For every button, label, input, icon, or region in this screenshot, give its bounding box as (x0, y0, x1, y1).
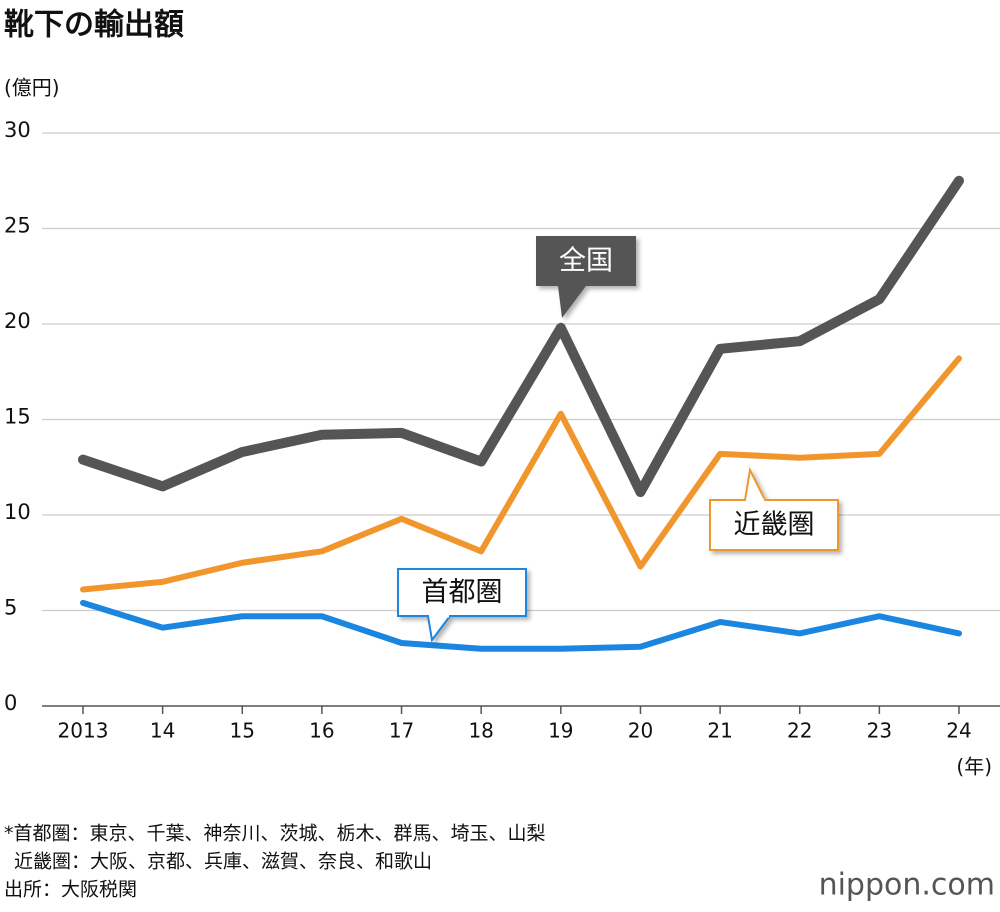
x-tick-label: 22 (787, 719, 812, 743)
callout-box (397, 568, 527, 617)
series-line (80, 355, 962, 593)
source: 出所：大阪税関 (4, 879, 137, 901)
y-tick-label: 20 (4, 309, 31, 333)
callout-pointer (743, 466, 767, 501)
x-tick-label: 24 (946, 719, 971, 743)
plot-area: 0 5 10 15 20 25 30 2013 14 15 16 17 18 19 20 21 22 23 24 全国… (4, 118, 1000, 743)
logo: nippon.com (819, 868, 995, 903)
series-line (78, 175, 964, 498)
y-tick-label: 10 (4, 500, 31, 524)
x-tick-label: 21 (707, 719, 732, 743)
footnote: *首都圏：東京、千葉、神奈川、茨城、栃木、群馬、埼玉、山梨 (4, 823, 546, 845)
y-tick-label: 25 (4, 214, 31, 238)
legend-label: 全国 (559, 246, 613, 277)
y-unit: (億円) (4, 76, 60, 100)
y-tick-label: 0 (4, 691, 17, 715)
x-tick-label: 17 (389, 719, 414, 743)
legend-callout (397, 568, 527, 643)
callout-box (536, 236, 636, 286)
callout-box (709, 499, 839, 551)
legend-callout (709, 466, 839, 551)
legend-label: 首都圏 (422, 577, 503, 608)
x-tick-label: 23 (867, 719, 892, 743)
x-tick-label: 2013 (58, 719, 109, 743)
x-tick-label: 16 (309, 719, 334, 743)
x-tick-label: 15 (230, 719, 255, 743)
legend-label: 近畿圏 (734, 510, 815, 541)
legend-callout (536, 236, 636, 318)
y-tick-label: 15 (4, 405, 31, 429)
footnote: 近畿圏：大阪、京都、兵庫、滋賀、奈良、和歌山 (14, 851, 432, 873)
y-tick-label: 30 (4, 118, 31, 142)
series-line (80, 599, 962, 652)
callout-pointer (426, 615, 452, 643)
callout-pointer (558, 286, 586, 318)
chart-title: 靴下の輸出額 (4, 8, 184, 43)
y-tick-label: 5 (4, 596, 17, 620)
x-tick-label: 19 (548, 719, 573, 743)
x-tick-label: 18 (468, 719, 493, 743)
x-unit: (年) (956, 755, 992, 779)
x-tick-label: 20 (628, 719, 653, 743)
x-tick-label: 14 (150, 719, 175, 743)
